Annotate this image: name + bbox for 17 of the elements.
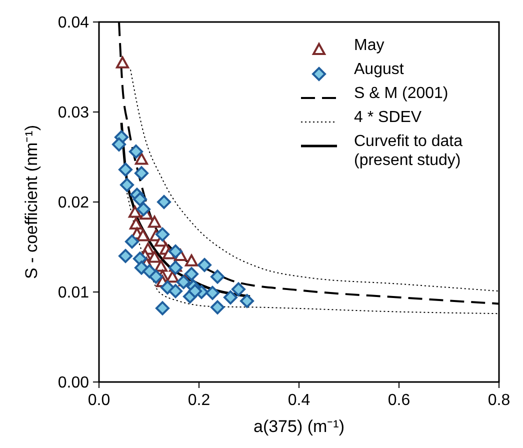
legend-label: 4 * SDEV [354,109,422,126]
x-tick-label: 0.0 [88,392,110,409]
x-tick-label: 0.2 [188,392,210,409]
legend-label: May [354,37,384,54]
x-axis-title: a(375) (m⁻¹) [253,417,345,436]
x-tick-label: 0.6 [388,392,410,409]
legend-label: August [354,61,404,78]
y-tick-label: 0.00 [58,374,90,392]
y-tick-label: 0.03 [58,104,90,122]
y-axis-title: S - coefficient (nm⁻¹) [22,124,41,280]
legend-label: Curvefit to data (present study) [354,133,463,169]
y-tick-label: 0.01 [58,284,90,302]
y-tick-label: 0.02 [58,194,90,212]
x-tick-label: 0.4 [288,392,310,409]
y-tick-label: 0.04 [58,14,90,32]
legend-label: S & M (2001) [354,85,448,102]
x-tick-label: 0.8 [488,392,510,409]
